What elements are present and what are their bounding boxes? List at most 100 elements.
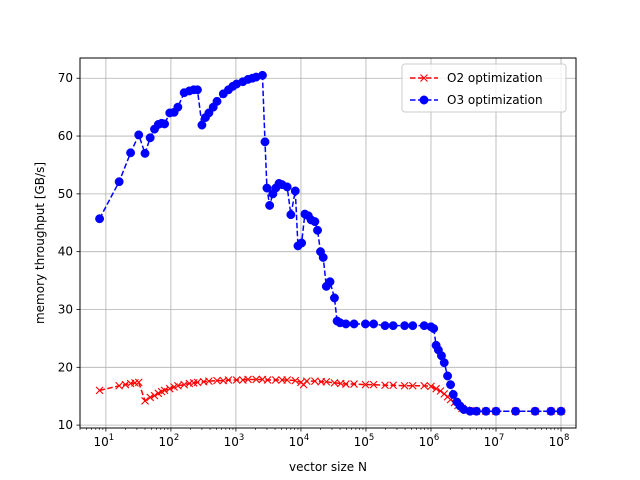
data-point (95, 386, 104, 395)
data-point (286, 210, 296, 220)
data-point (313, 225, 322, 235)
x-tick-label: 101 (94, 433, 115, 449)
legend-marker (419, 95, 429, 105)
x-tick-label: 102 (159, 433, 180, 449)
y-tick-label: 30 (58, 302, 73, 316)
data-point (213, 376, 221, 385)
legend-label: O3 optimization (447, 93, 543, 107)
data-point (146, 393, 155, 402)
series-line (98, 74, 562, 412)
data-point (556, 406, 566, 416)
data-point (342, 380, 350, 388)
data-point (439, 358, 449, 368)
legend-box (401, 63, 567, 113)
data-point (114, 177, 124, 187)
data-point (140, 148, 150, 158)
data-point (192, 85, 202, 95)
data-point (380, 321, 390, 331)
data-point (400, 321, 410, 331)
data-point (329, 293, 339, 303)
data-point (197, 120, 207, 130)
data-point (511, 406, 521, 416)
data-point (341, 319, 351, 329)
data-point (446, 380, 455, 390)
data-point (282, 182, 292, 192)
data-point (134, 378, 143, 387)
data-point (115, 381, 124, 390)
data-point (95, 214, 105, 224)
data-point (471, 406, 481, 416)
data-point (408, 321, 418, 331)
data-point (271, 376, 280, 384)
data-point (361, 380, 370, 389)
data-point (258, 70, 267, 80)
data-point (318, 253, 328, 262)
data-point (420, 381, 429, 390)
data-point (244, 375, 252, 384)
data-point (310, 217, 320, 227)
legend-item: O3 optimization (410, 93, 543, 107)
data-point (265, 200, 275, 210)
x-tick-label: 103 (224, 433, 245, 449)
data-point (432, 384, 441, 393)
y-tick-label: 20 (58, 360, 73, 374)
data-point (369, 319, 379, 329)
x-tick-label: 104 (289, 433, 310, 449)
data-point (291, 376, 300, 385)
data-point (388, 321, 398, 331)
data-point (427, 382, 435, 391)
data-point (302, 377, 311, 386)
data-point (530, 406, 540, 416)
data-point (448, 390, 458, 399)
data-point (160, 386, 169, 395)
data-point (141, 396, 149, 405)
y-tick-label: 50 (58, 187, 73, 201)
x-axis-label: vector size N (289, 460, 367, 474)
legend-item: O2 optimization (410, 71, 543, 85)
data-point (263, 376, 272, 384)
data-point (150, 391, 159, 400)
x-tick-label: 105 (354, 433, 375, 449)
y-tick-label: 60 (58, 129, 73, 143)
legend: O2 optimization O3 optimization (401, 63, 567, 113)
plot-frame (79, 57, 577, 429)
data-point (330, 379, 339, 387)
data-point (262, 183, 272, 193)
grid (80, 58, 576, 428)
data-point (322, 377, 331, 386)
data-point (204, 377, 213, 386)
data-point (173, 381, 182, 390)
data-point (361, 319, 370, 329)
data-point (212, 96, 222, 106)
data-point (297, 238, 307, 248)
data-point (126, 148, 136, 158)
data-point (224, 376, 233, 384)
series-layer (95, 70, 566, 416)
data-point (134, 130, 144, 140)
series-2 (95, 70, 566, 416)
series-line (99, 378, 562, 412)
data-point (350, 380, 358, 388)
data-point (283, 376, 292, 384)
x-tick-label: 107 (484, 433, 505, 449)
data-point (145, 133, 155, 143)
x-axis: 101 102 103 104 105 106 107 108 (79, 428, 570, 449)
y-tick-label: 70 (58, 71, 73, 85)
data-point (290, 186, 300, 196)
data-point (310, 377, 319, 386)
data-point (429, 324, 439, 334)
data-point (232, 376, 241, 384)
y-axis: 10 20 30 40 50 60 70 (58, 71, 80, 432)
data-point (252, 375, 261, 384)
x-tick-label: 106 (419, 433, 440, 449)
data-point (481, 406, 491, 416)
y-tick-label: 40 (58, 245, 73, 259)
data-point (193, 378, 202, 387)
data-point (491, 406, 501, 416)
x-tick-label: 108 (549, 433, 570, 449)
data-point (165, 384, 174, 393)
data-point (408, 381, 417, 390)
data-point (443, 371, 453, 381)
data-point (436, 387, 445, 395)
